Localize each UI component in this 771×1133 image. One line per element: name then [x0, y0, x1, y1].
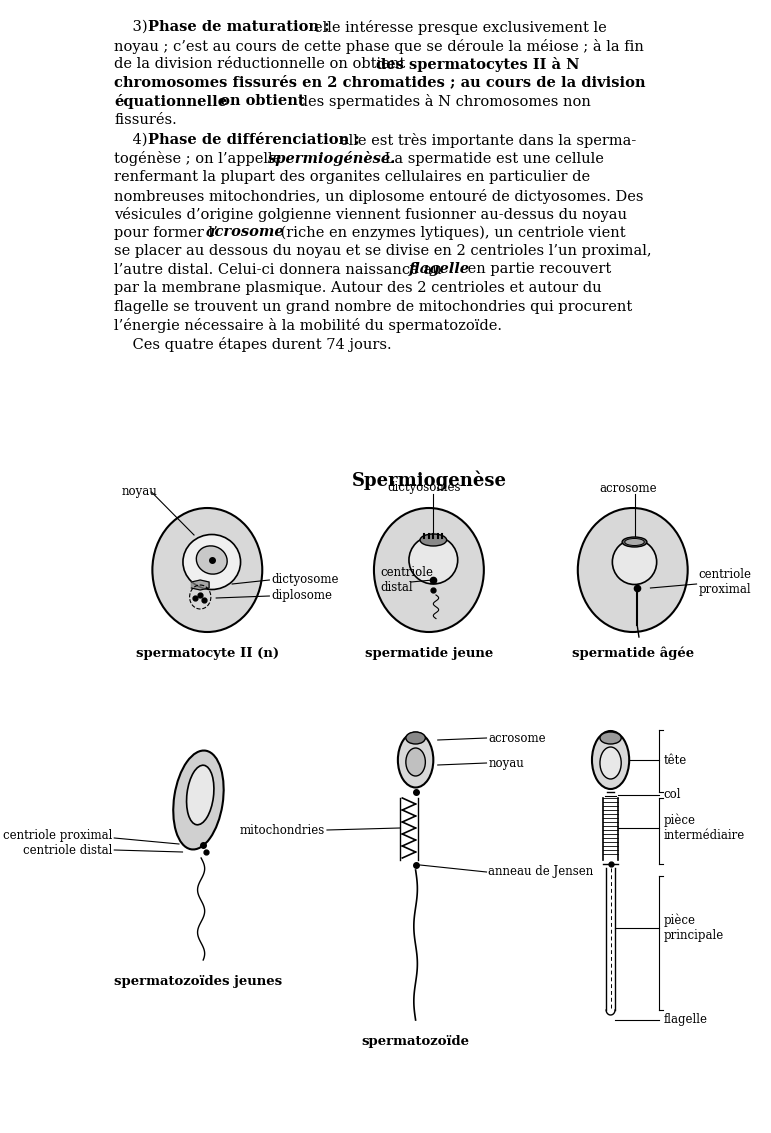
Text: (riche en enzymes lytiques), un centriole vient: (riche en enzymes lytiques), un centriol…	[276, 225, 625, 240]
Ellipse shape	[398, 733, 433, 787]
Text: des spermatides à N chromosomes non: des spermatides à N chromosomes non	[294, 94, 591, 109]
Ellipse shape	[187, 765, 214, 825]
Text: spermatide âgée: spermatide âgée	[571, 647, 694, 661]
Text: flagelle: flagelle	[664, 1014, 708, 1026]
Text: pièce
principale: pièce principale	[664, 913, 724, 943]
Text: dictyosome: dictyosome	[271, 573, 338, 587]
Text: nombreuses mitochondries, un diplosome entouré de dictyosomes. Des: nombreuses mitochondries, un diplosome e…	[114, 188, 644, 204]
Text: Spermiogenèse: Spermiogenèse	[352, 470, 507, 489]
Text: Phase de différenciation :: Phase de différenciation :	[148, 133, 365, 147]
Text: Phase de maturation :: Phase de maturation :	[148, 20, 335, 34]
Text: centriole distal: centriole distal	[23, 843, 113, 857]
Text: spermatozoïde: spermatozoïde	[362, 1036, 470, 1048]
Text: l’autre distal. Celui-ci donnera naissance au: l’autre distal. Celui-ci donnera naissan…	[114, 263, 446, 276]
Text: des spermatocytes II à N: des spermatocytes II à N	[376, 57, 580, 73]
Text: mitochondries: mitochondries	[240, 824, 325, 836]
Text: noyau ; c’est au cours de cette phase que se déroule la méiose ; à la fin: noyau ; c’est au cours de cette phase qu…	[114, 39, 644, 53]
Text: noyau: noyau	[488, 757, 524, 769]
Ellipse shape	[592, 731, 629, 789]
Text: fissurés.: fissurés.	[114, 112, 177, 127]
Text: 3): 3)	[114, 20, 153, 34]
Text: tête: tête	[664, 753, 687, 767]
Text: de la division réductionnelle on obtient: de la division réductionnelle on obtient	[114, 57, 410, 71]
Polygon shape	[191, 580, 209, 590]
Text: togénèse ; on l’appelle: togénèse ; on l’appelle	[114, 152, 286, 167]
Text: acrosome: acrosome	[206, 225, 284, 239]
Text: elle est très importante dans la sperma-: elle est très importante dans la sperma-	[340, 133, 637, 148]
Text: vésicules d’origine golgienne viennent fusionner au-dessus du noyau: vésicules d’origine golgienne viennent f…	[114, 207, 628, 222]
Text: équationnelle: équationnelle	[114, 94, 227, 109]
Ellipse shape	[420, 534, 446, 546]
Ellipse shape	[406, 748, 426, 776]
Ellipse shape	[173, 750, 224, 850]
Text: centriole
distal: centriole distal	[380, 566, 433, 594]
Text: pièce
intermédiaire: pièce intermédiaire	[664, 813, 745, 842]
Text: elle intéresse presque exclusivement le: elle intéresse presque exclusivement le	[314, 20, 607, 35]
Text: spermatide jeune: spermatide jeune	[365, 647, 493, 661]
Text: dictyosomes: dictyosomes	[388, 482, 461, 494]
Circle shape	[374, 508, 484, 632]
Ellipse shape	[409, 536, 458, 583]
Text: centriole proximal: centriole proximal	[3, 829, 113, 843]
Text: Ces quatre étapes durent 74 jours.: Ces quatre étapes durent 74 jours.	[114, 337, 392, 351]
Text: noyau: noyau	[121, 486, 157, 499]
Text: centriole
proximal: centriole proximal	[699, 568, 751, 596]
Text: spermatocyte II (n): spermatocyte II (n)	[136, 647, 279, 661]
Text: col: col	[664, 789, 682, 801]
Ellipse shape	[622, 537, 647, 547]
Text: flagelle se trouvent un grand nombre de mitochondries qui procurent: flagelle se trouvent un grand nombre de …	[114, 299, 632, 314]
Ellipse shape	[197, 546, 227, 574]
Text: diplosome: diplosome	[271, 589, 332, 603]
Circle shape	[153, 508, 262, 632]
Text: acrosome: acrosome	[600, 482, 657, 494]
Text: chromosomes fissurés en 2 chromatides ; au cours de la division: chromosomes fissurés en 2 chromatides ; …	[114, 76, 646, 90]
Text: acrosome: acrosome	[488, 732, 546, 744]
Text: 4): 4)	[114, 133, 153, 147]
Text: l’énergie nécessaire à la mobilité du spermatozoïde.: l’énergie nécessaire à la mobilité du sp…	[114, 318, 502, 333]
Text: en partie recouvert: en partie recouvert	[463, 263, 611, 276]
Ellipse shape	[183, 535, 241, 589]
Text: spermatozoïdes jeunes: spermatozoïdes jeunes	[114, 976, 282, 988]
Circle shape	[577, 508, 688, 632]
Text: flagelle: flagelle	[409, 263, 470, 276]
Text: renfermant la plupart des organites cellulaires en particulier de: renfermant la plupart des organites cell…	[114, 170, 591, 184]
Text: on obtient: on obtient	[214, 94, 304, 108]
Ellipse shape	[600, 732, 621, 744]
Ellipse shape	[600, 747, 621, 780]
Text: par la membrane plasmique. Autour des 2 centrioles et autour du: par la membrane plasmique. Autour des 2 …	[114, 281, 602, 295]
Ellipse shape	[612, 539, 657, 585]
Ellipse shape	[406, 732, 426, 744]
Text: La spermatide est une cellule: La spermatide est une cellule	[380, 152, 604, 165]
Text: se placer au dessous du noyau et se divise en 2 centrioles l’un proximal,: se placer au dessous du noyau et se divi…	[114, 244, 652, 258]
Text: anneau de Jensen: anneau de Jensen	[488, 866, 594, 878]
Ellipse shape	[625, 538, 645, 545]
Text: pour former l’: pour former l’	[114, 225, 218, 239]
Text: spermiogénèse.: spermiogénèse.	[267, 152, 395, 167]
